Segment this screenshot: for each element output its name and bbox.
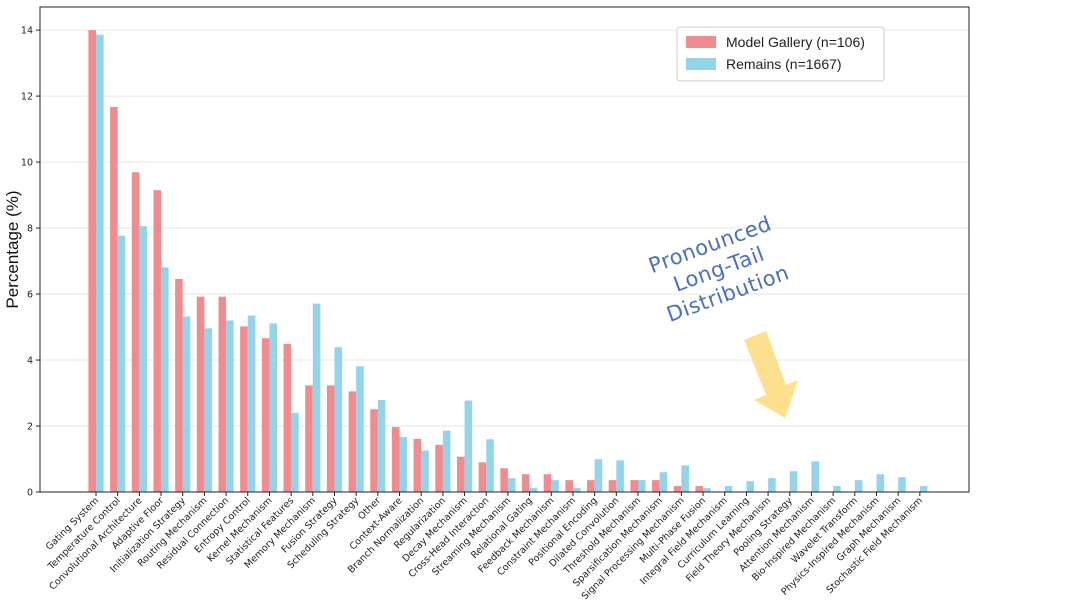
- bar-remains: [638, 480, 646, 492]
- legend-label-model-gallery: Model Gallery (n=106): [726, 34, 865, 50]
- bar-remains: [226, 320, 234, 492]
- bar-remains: [724, 486, 733, 492]
- y-tick-label: 10: [21, 158, 33, 169]
- bar-model-gallery: [565, 480, 573, 492]
- bar-remains: [746, 481, 754, 492]
- bar-remains: [399, 436, 408, 492]
- bar-remains: [594, 459, 603, 492]
- bar-model-gallery: [305, 385, 313, 492]
- bar-remains: [833, 486, 841, 492]
- bar-model-gallery: [370, 409, 378, 492]
- bar-remains: [811, 461, 820, 492]
- bar-model-gallery: [652, 480, 660, 492]
- bar-model-gallery: [500, 468, 508, 492]
- bar-model-gallery: [175, 278, 183, 492]
- y-tick-label: 2: [27, 422, 33, 433]
- bar-model-gallery: [630, 480, 638, 492]
- bar-remains: [204, 328, 212, 492]
- bar-remains: [356, 366, 364, 492]
- bar-remains: [161, 267, 169, 492]
- bar-model-gallery: [587, 480, 595, 492]
- bar-remains: [854, 480, 863, 492]
- bar-remains: [96, 34, 104, 492]
- y-tick-label: 12: [21, 92, 33, 103]
- y-tick-label: 0: [27, 488, 33, 499]
- bar-model-gallery: [456, 456, 465, 492]
- bar-remains: [659, 472, 668, 492]
- bar-remains: [703, 488, 711, 492]
- bar-remains: [442, 430, 451, 492]
- bar-remains: [269, 323, 278, 492]
- bar-remains: [334, 347, 343, 492]
- bar-remains: [117, 235, 126, 492]
- long-tail-annotation: Pronounced Long-Tail Distribution: [645, 211, 798, 418]
- y-axis-ticks: 0 2 4 6 8 10 12 14: [21, 26, 40, 499]
- bar-remains: [139, 226, 147, 492]
- bar-remains: [377, 399, 386, 492]
- bar-remains: [789, 471, 798, 492]
- bar-remains: [616, 460, 624, 492]
- bar-model-gallery: [413, 438, 422, 492]
- bar-remains: [486, 439, 494, 492]
- bar-model-gallery: [435, 444, 443, 492]
- bar-remains: [464, 400, 473, 492]
- legend-swatch-model-gallery: [686, 36, 716, 48]
- y-tick-label: 6: [27, 290, 33, 301]
- bar-model-gallery: [695, 486, 704, 492]
- bar-model-gallery: [348, 391, 357, 492]
- y-tick-label: 14: [21, 26, 33, 37]
- plot-frame: [39, 6, 970, 493]
- grid-lines: [40, 29, 969, 493]
- legend-box: [676, 26, 885, 82]
- bar-model-gallery: [261, 338, 270, 492]
- y-axis-label: Percentage (%): [3, 190, 22, 308]
- bar-remains: [898, 477, 906, 492]
- bar-remains: [572, 488, 581, 492]
- bar-model-gallery: [543, 474, 552, 492]
- y-tick-label: 4: [27, 356, 33, 367]
- bar-remains: [681, 465, 689, 492]
- bar-model-gallery: [88, 30, 96, 492]
- bar-model-gallery: [673, 486, 682, 492]
- bar-model-gallery: [326, 385, 335, 492]
- bars: [88, 30, 928, 493]
- bar-model-gallery: [608, 480, 617, 492]
- y-tick-label: 8: [27, 224, 33, 235]
- legend-swatch-remains: [686, 58, 716, 70]
- legend: Model Gallery (n=106) Remains (n=1667): [676, 26, 885, 82]
- x-tick-label: Convolutional Architecture: [47, 495, 144, 592]
- bar-remains: [507, 478, 516, 492]
- bar-model-gallery: [218, 296, 227, 492]
- bar-remains: [421, 450, 429, 492]
- legend-label-remains: Remains (n=1667): [726, 56, 842, 72]
- bar-model-gallery: [391, 427, 400, 492]
- bar-model-gallery: [153, 190, 162, 492]
- bar-model-gallery: [478, 462, 487, 492]
- bar-model-gallery: [240, 326, 248, 492]
- bar-remains: [551, 480, 559, 492]
- bar-remains: [876, 474, 885, 492]
- bar-remains: [529, 488, 538, 492]
- bar-model-gallery: [131, 172, 140, 493]
- bar-model-gallery: [522, 474, 530, 492]
- bar-model-gallery: [110, 106, 118, 492]
- bar-remains: [247, 315, 256, 492]
- bar-remains: [312, 303, 321, 492]
- bar-remains: [919, 486, 928, 492]
- bar-remains: [182, 316, 191, 492]
- bar-model-gallery: [283, 343, 292, 492]
- bar-remains: [291, 412, 299, 492]
- bar-remains: [768, 478, 776, 492]
- annotation-arrow: [744, 331, 798, 418]
- bar-model-gallery: [196, 296, 205, 492]
